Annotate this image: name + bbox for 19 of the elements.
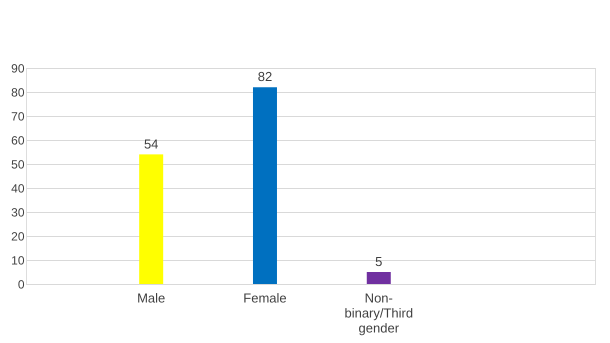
- y-tick-label: 40: [11, 182, 25, 196]
- x-tick-label: Male: [137, 290, 166, 306]
- bar: [366, 272, 391, 284]
- bar: [139, 154, 164, 284]
- y-tick-label: 0: [18, 278, 25, 292]
- y-tick-label: 70: [11, 110, 25, 124]
- y-tick-label: 90: [11, 62, 25, 76]
- y-tick-label: 20: [11, 230, 25, 244]
- x-tick-label: Non-binary/Third gender: [344, 290, 414, 336]
- y-tick-label: 50: [11, 158, 25, 172]
- y-tick-label: 10: [11, 254, 25, 268]
- y-tick-label: 30: [11, 206, 25, 220]
- data-label: 82: [258, 69, 272, 84]
- x-tick-label: Female: [243, 290, 287, 306]
- y-tick-label: 60: [11, 134, 25, 148]
- y-tick-label: 80: [11, 86, 25, 100]
- data-label: 54: [144, 136, 158, 152]
- data-label: 5: [375, 254, 382, 269]
- bar: [252, 87, 277, 284]
